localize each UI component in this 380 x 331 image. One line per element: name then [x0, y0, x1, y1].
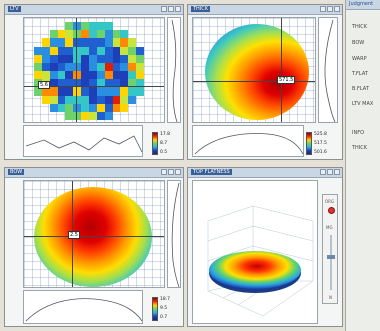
judgment-item-warp[interactable]: WARP	[352, 56, 367, 62]
judgment-panel: Judgment THICK BOW WARP T.FLAT B.FLAT LT…	[345, 0, 380, 331]
minimize-button[interactable]	[161, 6, 167, 12]
bow-legend-mid: 9.5	[160, 306, 168, 311]
judgment-item-bflat[interactable]: B.FLAT	[352, 86, 369, 92]
judgment-header-label: Judgment	[349, 1, 374, 7]
close-button[interactable]	[175, 169, 181, 175]
crosshair-horizontal	[193, 81, 315, 82]
crosshair-vertical	[76, 18, 77, 122]
maximize-button[interactable]	[168, 6, 174, 12]
ltv-panel-titlebar[interactable]: LTV	[5, 5, 183, 15]
flatness-3d-grid	[207, 205, 314, 317]
ltv-map-plot[interactable]: 5.6	[23, 17, 165, 123]
judgment-item-bow[interactable]: BOW	[352, 40, 365, 46]
flatness-view-controls: ORG MG N	[322, 194, 338, 304]
thick-legend-max: 525.8	[314, 132, 327, 137]
crosshair-horizontal	[24, 236, 164, 237]
close-button[interactable]	[334, 6, 340, 12]
thick-panel-title: THICK	[191, 6, 211, 12]
thick-side-profile	[318, 17, 338, 123]
ltv-legend-min: 0.5	[160, 150, 168, 155]
ltv-legend-mid: 8.7	[160, 141, 168, 146]
thick-legend-mid: 517.5	[314, 141, 327, 146]
bow-bottom-profile-curve	[25, 298, 143, 322]
bow-legend-min: 0.7	[160, 315, 168, 320]
bow-side-profile-curve	[171, 182, 180, 288]
org-slider-icon[interactable]	[328, 207, 335, 214]
ltv-side-profile-curve	[171, 19, 178, 123]
thickness-map-plot[interactable]: 571.5	[192, 17, 316, 123]
thick-bottom-profile-curve	[194, 133, 304, 155]
ltv-color-legend	[152, 132, 158, 155]
bow-cursor-value: 2.5	[68, 231, 80, 239]
thickness-heatmap	[205, 24, 309, 120]
bow-bottom-profile	[23, 290, 143, 324]
thick-side-profile-curve	[324, 19, 336, 123]
ltv-side-profile	[167, 17, 181, 123]
bow-side-profile	[167, 180, 181, 288]
ltv-panel-title: LTV	[8, 6, 21, 12]
thick-panel-titlebar[interactable]: THICK	[188, 5, 342, 15]
judgment-item-info[interactable]: INFO	[352, 130, 365, 136]
bow-panel-title: BOW	[8, 169, 25, 175]
bow-color-legend	[152, 297, 158, 321]
ltv-map-panel: LTV 5.6 17.8 8.7 0.5	[4, 4, 184, 160]
bow-map-plot[interactable]: 2.5	[23, 180, 165, 288]
ltv-legend-max: 17.8	[160, 132, 171, 137]
ltv-bottom-profile	[23, 125, 143, 157]
ltv-cursor-value: 5.6	[38, 81, 50, 89]
thick-legend-min: 501.6	[314, 150, 327, 155]
flatness-panel-title: TOP FLATNESS	[191, 169, 232, 175]
crosshair-vertical	[281, 18, 282, 122]
ltv-bottom-profile-curve	[25, 135, 143, 153]
thick-bottom-profile	[192, 125, 304, 157]
top-flatness-3d-panel: TOP FLATNESS	[187, 167, 343, 327]
thick-color-legend	[306, 132, 312, 155]
close-button[interactable]	[334, 169, 340, 175]
thickness-map-panel: THICK 571.5 525.8 517.5 501.6	[187, 4, 343, 160]
minimize-button[interactable]	[320, 6, 326, 12]
magnify-slider-thumb[interactable]	[327, 255, 335, 259]
flatness-3d-view[interactable]	[192, 180, 318, 324]
bow-panel-titlebar[interactable]: BOW	[5, 168, 183, 178]
judgment-item-thick[interactable]: THICK	[352, 24, 368, 30]
judgment-item-tflat[interactable]: T.FLAT	[352, 71, 368, 77]
mg-label: MG	[326, 225, 333, 230]
bow-legend-max: 18.7	[160, 297, 171, 302]
minimize-button[interactable]	[320, 169, 326, 175]
magnify-slider[interactable]	[330, 235, 332, 290]
bow-heatmap	[34, 187, 152, 287]
n-label: N	[329, 295, 332, 300]
maximize-button[interactable]	[168, 169, 174, 175]
judgment-panel-header: Judgment	[346, 0, 380, 10]
org-label: ORG	[325, 199, 335, 204]
judgment-item-ltvmax[interactable]: LTV MAX	[352, 101, 374, 107]
judgment-item-thick-2[interactable]: THICK	[352, 145, 368, 151]
flatness-panel-titlebar[interactable]: TOP FLATNESS	[188, 168, 342, 178]
ltv-pixel-map	[34, 22, 144, 120]
thick-cursor-value: 571.5	[277, 76, 296, 84]
crosshair-horizontal	[24, 86, 164, 87]
bow-map-panel: BOW 2.5 18.7 9.5 0.7	[4, 167, 184, 327]
minimize-button[interactable]	[161, 169, 167, 175]
maximize-button[interactable]	[327, 6, 333, 12]
maximize-button[interactable]	[327, 169, 333, 175]
close-button[interactable]	[175, 6, 181, 12]
